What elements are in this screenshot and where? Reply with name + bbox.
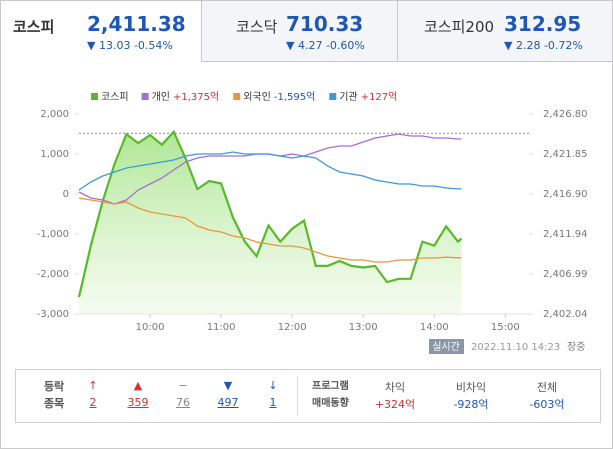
breadth-symbol: ▼ [223, 379, 233, 392]
legend-value: +1,375억 [173, 91, 219, 103]
label-line: 등락 [44, 380, 65, 393]
breadth-symbol: ▲ [133, 379, 143, 392]
tab-name: 코스피200 [424, 18, 495, 36]
legend-value: +127억 [361, 91, 398, 103]
tab-value: 710.33 [286, 12, 364, 36]
x-tick-label: 12:00 [278, 322, 307, 333]
x-tick-label: 10:00 [136, 322, 165, 333]
label-line: 종목 [44, 397, 65, 410]
session: 장중 [567, 341, 585, 353]
y-tick-label: 0 [63, 189, 69, 200]
legend-swatch [233, 93, 241, 100]
y2-tick-label: 2,402.04 [543, 309, 588, 320]
legend-swatch [141, 93, 149, 100]
breadth-count[interactable]: 359 [127, 396, 149, 409]
y-tick-label: 1,000 [40, 149, 69, 160]
y-tick-label: -2,000 [37, 269, 69, 280]
y2-tick-label: 2,421.85 [543, 149, 588, 160]
area [79, 131, 462, 314]
tab-change: ▼ 2.28 -0.72% [504, 39, 583, 52]
program-name: 전체 [536, 381, 558, 394]
tab-change: ▼ 13.03 -0.54% [87, 39, 173, 52]
y2-tick-label: 2,406.99 [543, 269, 588, 280]
line [78, 151, 462, 191]
tab-name: 코스피 [13, 18, 55, 36]
program-value: -928억 [453, 398, 489, 411]
tab-name: 코스닥 [236, 18, 278, 36]
line [77, 129, 463, 298]
tab-value: 312.95 [504, 12, 582, 36]
program-value: -603억 [529, 398, 565, 411]
x-tick-label: 11:00 [207, 322, 236, 333]
breadth-symbol: − [178, 379, 188, 392]
y2-tick-label: 2,411.94 [543, 229, 588, 240]
x-tick-label: 15:00 [491, 322, 520, 333]
program-name: 비차익 [455, 381, 487, 394]
legend-swatch [91, 93, 98, 100]
y-tick-label: -1,000 [37, 229, 69, 240]
y-tick-label: 2,000 [40, 109, 69, 120]
breadth-symbol: ↓ [268, 379, 278, 392]
program-name: 차익 [384, 381, 406, 394]
y-tick-label: -3,000 [37, 309, 69, 320]
realtime-badge[interactable] [429, 339, 464, 354]
chart: 실시간 2022.11.10 14:23 장중 2,000 1,000 0 -1,00… [37, 91, 588, 354]
x-tick-label: 14:00 [420, 322, 449, 333]
x-tick-label: 13:00 [349, 322, 378, 333]
label-line: 매매동향 [312, 398, 349, 409]
y2-tick-label: 2,426.80 [543, 109, 588, 120]
legend-label: 외국인 [243, 91, 271, 103]
legend-label: 코스피 [101, 91, 129, 103]
tab[interactable]: 코스닥 710.33 ▼ 4.27 -0.60% [201, 1, 397, 62]
divider [297, 376, 298, 416]
y2-tick-label: 2,416.90 [543, 189, 588, 200]
timestamp: 2022.11.10 14:23 [471, 342, 560, 353]
breadth-count[interactable]: 2 [89, 396, 97, 409]
breadth-count[interactable]: 497 [217, 396, 239, 409]
legend-swatch [329, 93, 337, 100]
breadth-count[interactable]: 76 [176, 396, 190, 409]
breadth-count[interactable]: 1 [269, 396, 277, 409]
tab-change: ▼ 4.27 -0.60% [286, 39, 365, 52]
label-line: 프로그램 [312, 381, 349, 392]
legend-label: 기관 [339, 91, 357, 103]
program-value: +324억 [374, 398, 416, 411]
legend-value: -1,595억 [274, 91, 315, 103]
breadth-symbol: ↑ [88, 379, 98, 392]
line [78, 197, 462, 263]
badge-text: 실시간 [432, 341, 460, 353]
tab[interactable]: 코스피 2,411.38 ▼ 13.03 -0.54% [1, 1, 201, 63]
tab[interactable]: 코스피200 312.95 ▼ 2.28 -0.72% [397, 1, 612, 62]
tab-value: 2,411.38 [87, 12, 186, 36]
legend-label: 개인 [152, 91, 170, 103]
